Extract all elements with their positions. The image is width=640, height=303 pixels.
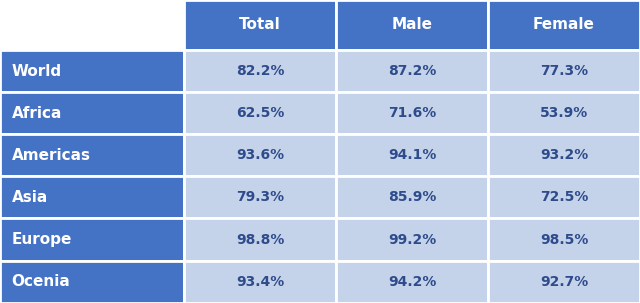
Bar [336, 218, 488, 261]
Text: 93.2%: 93.2% [540, 148, 588, 162]
Bar [0, 92, 184, 134]
Bar [488, 176, 640, 218]
Bar [184, 0, 336, 50]
Bar [184, 261, 336, 303]
Text: Americas: Americas [12, 148, 90, 163]
Bar [336, 92, 488, 134]
Text: Ocenia: Ocenia [12, 274, 70, 289]
Bar [0, 176, 184, 218]
Text: 79.3%: 79.3% [236, 190, 284, 205]
Text: 94.1%: 94.1% [388, 148, 436, 162]
Bar [488, 134, 640, 176]
Bar [336, 176, 488, 218]
Text: Male: Male [392, 18, 433, 32]
Text: 85.9%: 85.9% [388, 190, 436, 205]
Text: 92.7%: 92.7% [540, 275, 588, 289]
Text: 71.6%: 71.6% [388, 106, 436, 120]
Text: Asia: Asia [12, 190, 48, 205]
Bar [336, 134, 488, 176]
Text: Female: Female [533, 18, 595, 32]
Bar [184, 92, 336, 134]
Text: 62.5%: 62.5% [236, 106, 284, 120]
Bar [488, 50, 640, 92]
Bar [488, 218, 640, 261]
Text: 93.4%: 93.4% [236, 275, 284, 289]
Text: 87.2%: 87.2% [388, 64, 436, 78]
Bar [0, 50, 184, 92]
Bar [488, 0, 640, 50]
Bar [184, 176, 336, 218]
Text: 99.2%: 99.2% [388, 232, 436, 247]
Text: 94.2%: 94.2% [388, 275, 436, 289]
Text: 98.5%: 98.5% [540, 232, 588, 247]
Text: 53.9%: 53.9% [540, 106, 588, 120]
Text: 98.8%: 98.8% [236, 232, 284, 247]
Text: 93.6%: 93.6% [236, 148, 284, 162]
Bar [336, 50, 488, 92]
Text: Europe: Europe [12, 232, 72, 247]
Text: 77.3%: 77.3% [540, 64, 588, 78]
Bar [0, 0, 184, 50]
Text: Total: Total [239, 18, 281, 32]
Bar [184, 134, 336, 176]
Bar [0, 261, 184, 303]
Bar [184, 50, 336, 92]
Bar [0, 134, 184, 176]
Text: World: World [12, 64, 61, 78]
Bar [184, 218, 336, 261]
Bar [336, 0, 488, 50]
Bar [0, 218, 184, 261]
Bar [488, 92, 640, 134]
Text: 72.5%: 72.5% [540, 190, 588, 205]
Bar [336, 261, 488, 303]
Bar [488, 261, 640, 303]
Text: 82.2%: 82.2% [236, 64, 284, 78]
Text: Africa: Africa [12, 106, 62, 121]
